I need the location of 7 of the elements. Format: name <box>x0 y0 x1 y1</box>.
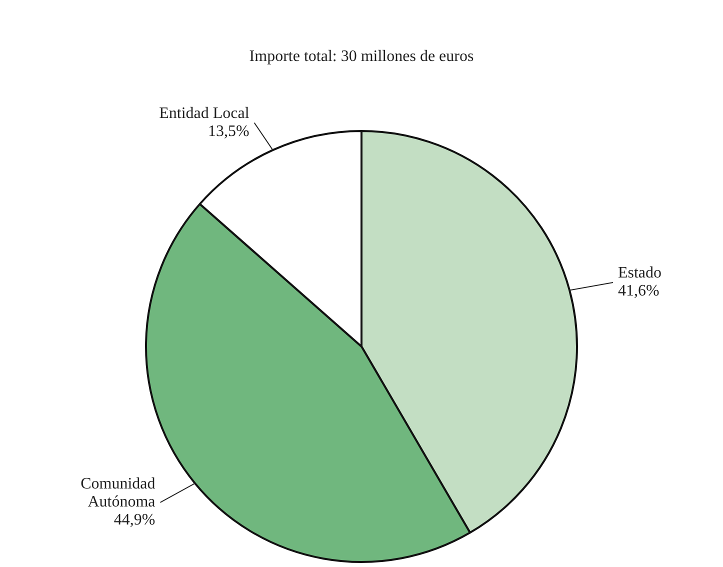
data-label: 13,5% <box>208 122 250 140</box>
data-label: 41,6% <box>618 282 660 300</box>
data-label: 44,9% <box>114 512 156 529</box>
chart-title: Importe total: 30 millones de euros <box>248 48 475 66</box>
slice-label: Comunidad Autónoma <box>80 476 156 511</box>
slice-label: Estado <box>618 264 662 282</box>
slice-label: Entidad Local <box>159 104 250 122</box>
